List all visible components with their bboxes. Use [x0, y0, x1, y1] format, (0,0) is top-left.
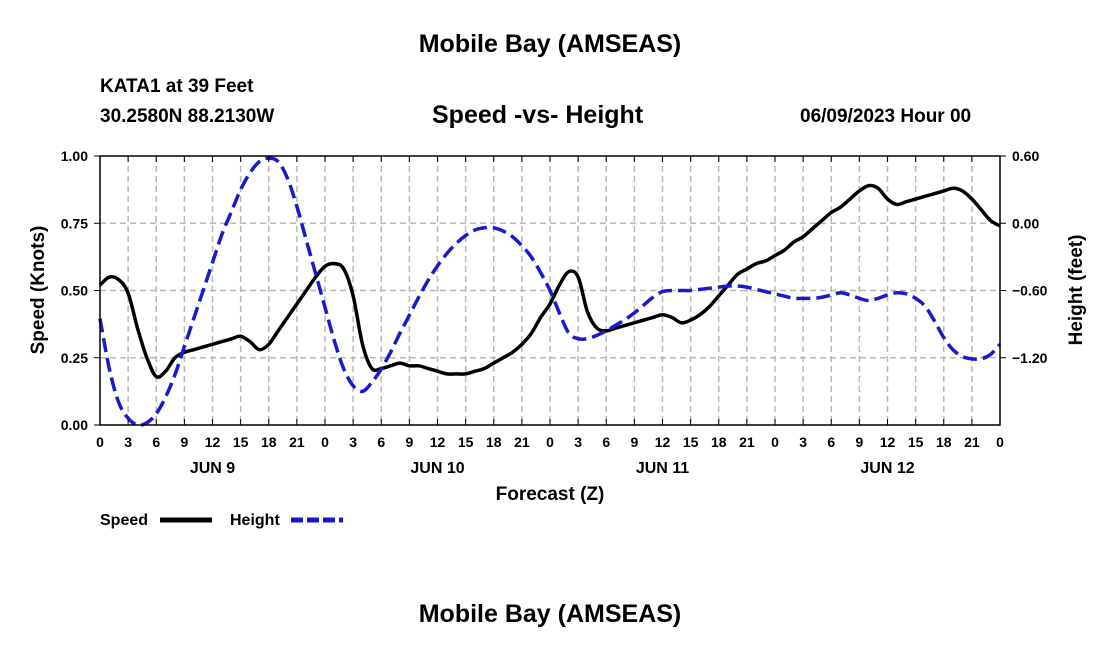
x-tick-label: 18	[936, 434, 952, 450]
legend-height-label: Height	[230, 512, 280, 529]
bottom-title: Mobile Bay (AMSEAS)	[418, 600, 682, 628]
x-tick-label: 15	[908, 434, 924, 450]
x-tick-label: 21	[964, 434, 980, 450]
chart-title: Speed -vs- Height	[432, 101, 644, 129]
x-tick-label: 6	[827, 434, 835, 450]
x-tick-label: 0	[321, 434, 329, 450]
x-tick-label: 0	[96, 434, 104, 450]
speed-series-line	[98, 183, 1001, 379]
y-axis-right-title: Height (feet)	[1066, 235, 1087, 346]
datetime-label: 06/09/2023 Hour 00	[800, 106, 972, 127]
y-right-tick-label: 0.00	[1012, 215, 1039, 231]
x-tick-label: 6	[152, 434, 160, 450]
x-tick-label: 3	[124, 434, 132, 450]
y-right-tick-label: 0.60	[1012, 148, 1039, 164]
x-tick-label: 18	[486, 434, 502, 450]
y-left-tick-label: 0.00	[61, 417, 88, 433]
x-tick-label: 9	[630, 434, 638, 450]
x-tick-label: 9	[855, 434, 863, 450]
x-tick-label: 15	[458, 434, 474, 450]
x-tick-label: 6	[377, 434, 385, 450]
grid	[100, 156, 1000, 425]
x-tick-label: 0	[546, 434, 554, 450]
day-label: JUN 9	[190, 460, 235, 477]
legend: Speed Height	[100, 512, 343, 529]
y-left-tick-label: 1.00	[61, 148, 88, 164]
y-axis-left-title: Speed (Knots)	[28, 226, 49, 355]
x-tick-label: 3	[799, 434, 807, 450]
x-tick-label: 12	[430, 434, 446, 450]
day-label: JUN 11	[636, 460, 689, 477]
y-left-tick-label: 0.25	[61, 350, 88, 366]
axes: 0 3 6 9 12 15 18 21 0 3 6 9 12 15 18 21 0 3 6 9 12 15 18 21 0 3 6 9…	[61, 148, 1048, 477]
x-tick-label: 18	[711, 434, 727, 450]
x-tick-label: 12	[655, 434, 671, 450]
y-left-tick-label: 0.75	[61, 215, 88, 231]
x-axis-title: Forecast (Z)	[496, 484, 605, 505]
x-tick-label: 6	[602, 434, 610, 450]
coordinates-label: 30.2580N 88.2130W	[100, 106, 275, 127]
y-left-tick-label: 0.50	[61, 283, 88, 299]
x-tick-label: 12	[880, 434, 896, 450]
x-tick-label: 21	[514, 434, 530, 450]
x-tick-label: 21	[739, 434, 755, 450]
x-tick-label: 21	[289, 434, 305, 450]
day-label: JUN 10	[410, 460, 464, 477]
height-series-line	[98, 156, 1002, 427]
y-right-tick-label: −0.60	[1012, 283, 1048, 299]
legend-speed-label: Speed	[100, 512, 148, 529]
x-tick-label: 0	[996, 434, 1004, 450]
x-tick-label: 3	[574, 434, 582, 450]
y-right-tick-label: −1.20	[1012, 350, 1048, 366]
top-title: Mobile Bay (AMSEAS)	[418, 30, 682, 58]
x-tick-label: 3	[349, 434, 357, 450]
station-label: KATA1 at 39 Feet	[100, 76, 254, 97]
x-tick-label: 15	[683, 434, 699, 450]
series-layer	[98, 156, 1002, 427]
x-tick-label: 18	[261, 434, 277, 450]
day-label: JUN 12	[860, 460, 914, 477]
x-tick-label: 12	[205, 434, 221, 450]
x-tick-label: 15	[233, 434, 249, 450]
x-tick-label: 9	[405, 434, 413, 450]
x-tick-label: 0	[771, 434, 779, 450]
x-tick-label: 9	[180, 434, 188, 450]
